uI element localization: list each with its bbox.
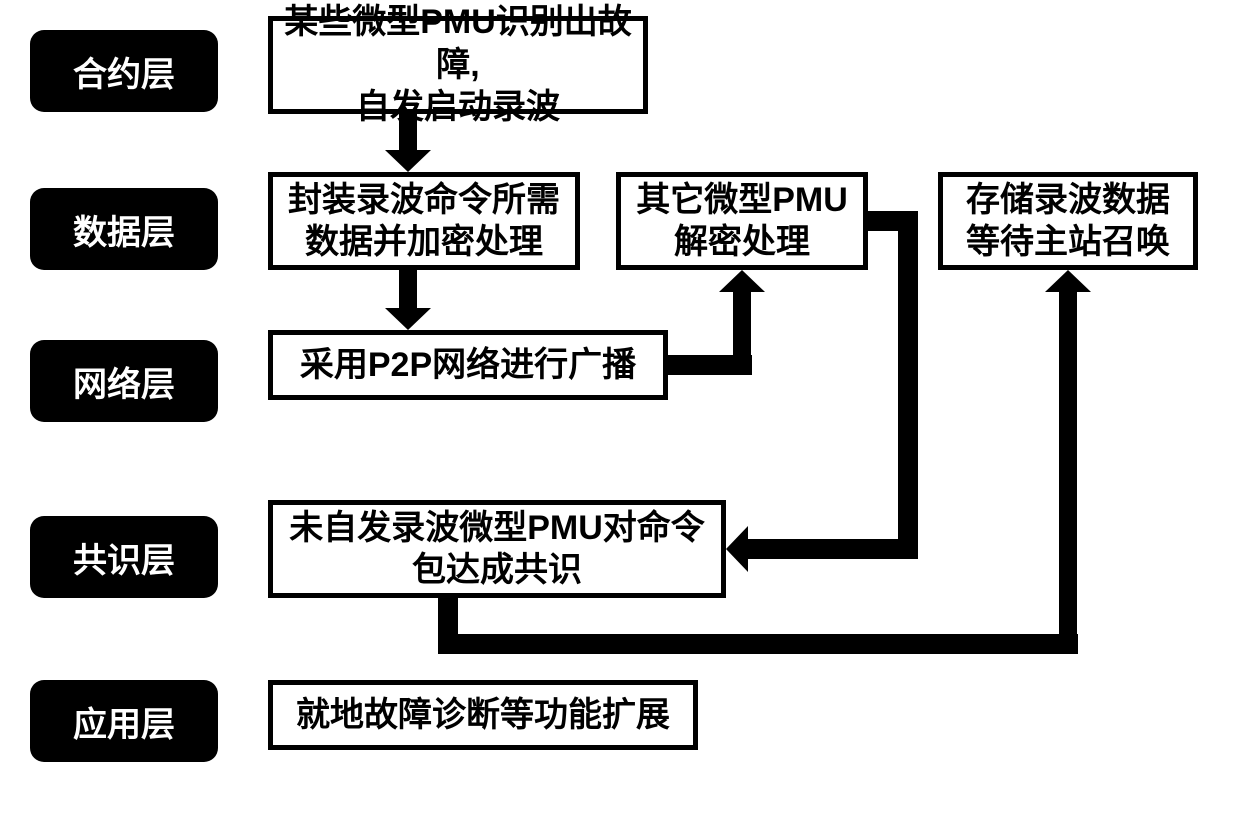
layer-label-contract: 合约层 xyxy=(30,30,218,112)
box-consensus: 未自发录波微型PMU对命令 包达成共识 xyxy=(268,500,726,598)
box-application-ext: 就地故障诊断等功能扩展 xyxy=(268,680,698,750)
box-p2p-broadcast: 采用P2P网络进行广播 xyxy=(268,330,668,400)
box-fault-detected: 某些微型PMU识别出故障, 自发启动录波 xyxy=(268,16,648,114)
box-encapsulate-encrypt: 封装录波命令所需 数据并加密处理 xyxy=(268,172,580,270)
layer-label-consensus: 共识层 xyxy=(30,516,218,598)
box-store-wave-data: 存储录波数据 等待主站召唤 xyxy=(938,172,1198,270)
layer-label-application: 应用层 xyxy=(30,680,218,762)
layer-label-network: 网络层 xyxy=(30,340,218,422)
layer-label-data: 数据层 xyxy=(30,188,218,270)
box-other-pmu-decrypt: 其它微型PMU 解密处理 xyxy=(616,172,868,270)
